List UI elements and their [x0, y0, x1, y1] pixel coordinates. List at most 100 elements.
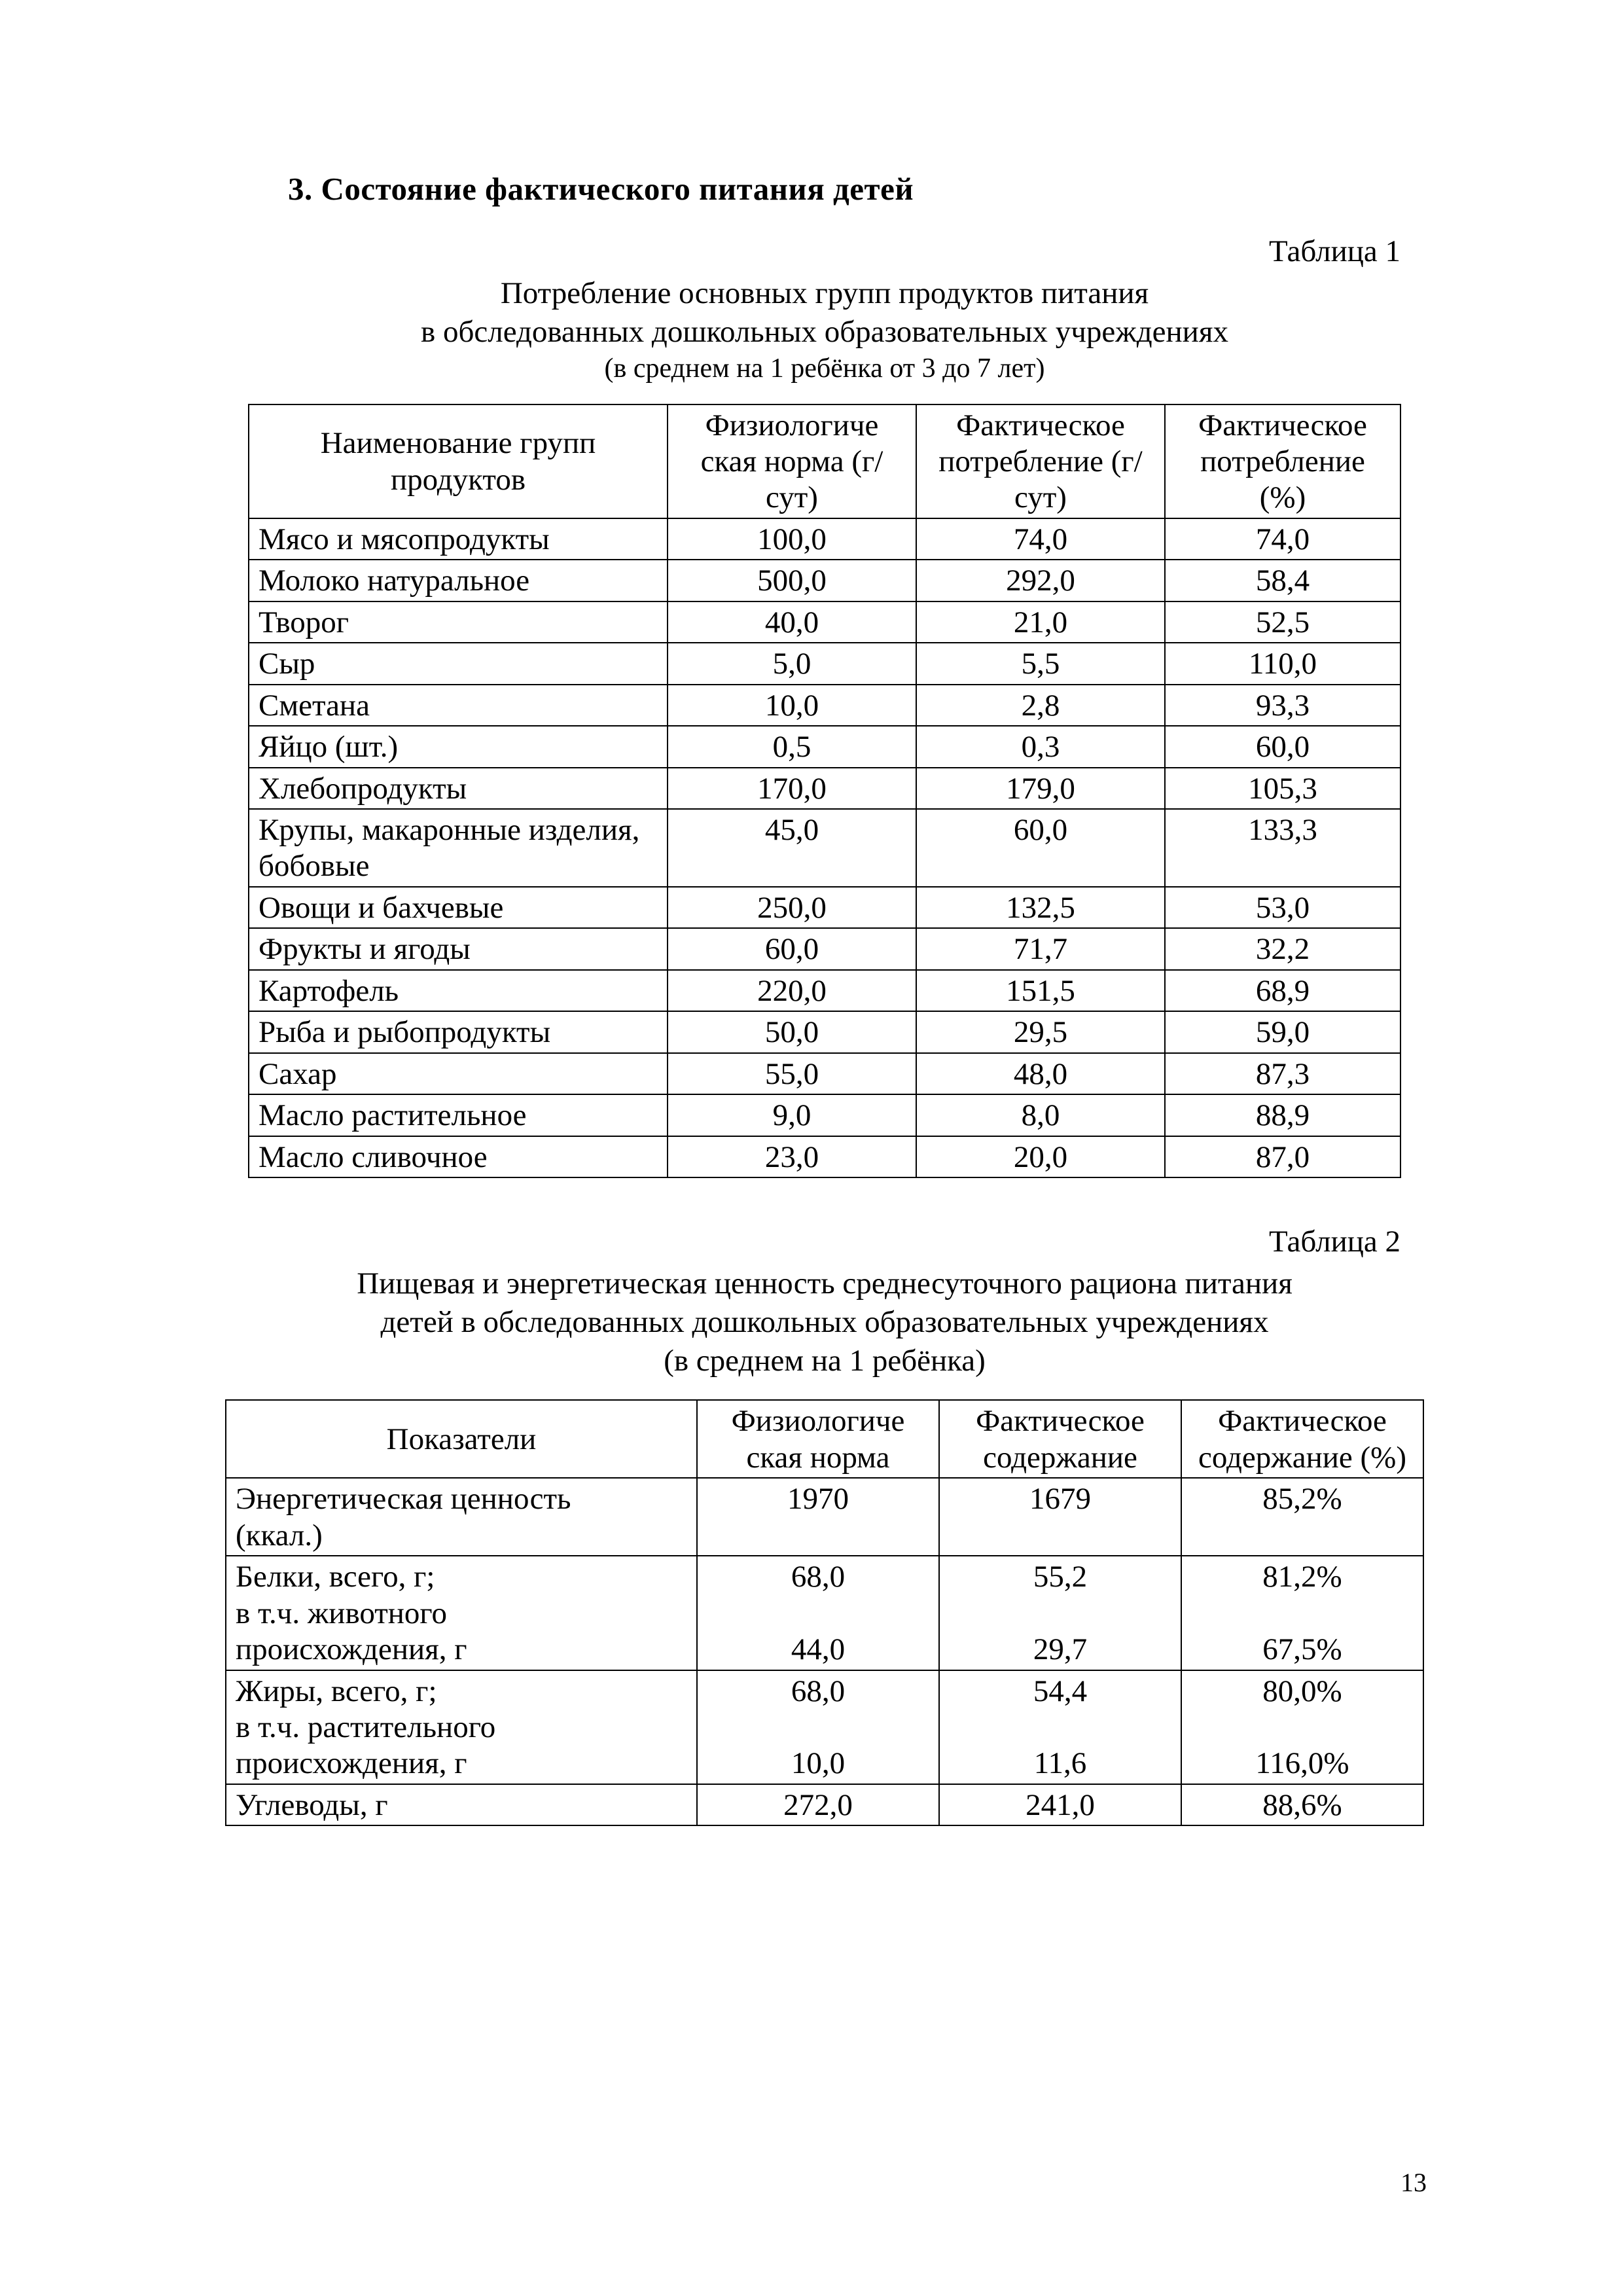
cell-name: Яйцо (шт.): [249, 726, 668, 767]
cell-norm: 250,0: [668, 887, 916, 928]
table-row: Фрукты и ягоды60,071,732,2: [249, 928, 1400, 969]
cell-fact: 55,229,7: [939, 1556, 1181, 1670]
cell-norm: 9,0: [668, 1094, 916, 1136]
table1-title-line1: Потребление основных групп продуктов пит…: [223, 274, 1427, 313]
cell-name: Жиры, всего, г;в т.ч. растительногопроис…: [226, 1670, 697, 1784]
table2-col2: Фактическое содержание: [939, 1400, 1181, 1478]
cell-norm: 23,0: [668, 1136, 916, 1177]
cell-fact: 0,3: [916, 726, 1165, 767]
table-row: Картофель220,0151,568,9: [249, 970, 1400, 1011]
cell-name: Сахар: [249, 1053, 668, 1094]
cell-fact: 151,5: [916, 970, 1165, 1011]
cell-name: Белки, всего, г;в т.ч. животногопроисхож…: [226, 1556, 697, 1670]
table2-col3: Фактическое содержание (%): [1181, 1400, 1423, 1478]
table2-col0: Показатели: [226, 1400, 697, 1478]
cell-name: Крупы, макаронные изделия, бобовые: [249, 809, 668, 887]
table2-title-line2: детей в обследованных дошкольных образов…: [223, 1303, 1427, 1342]
cell-norm: 500,0: [668, 560, 916, 601]
cell-pct: 58,4: [1165, 560, 1400, 601]
cell-pct: 105,3: [1165, 768, 1400, 809]
cell-norm: 5,0: [668, 643, 916, 684]
cell-pct: 32,2: [1165, 928, 1400, 969]
cell-pct: 59,0: [1165, 1011, 1400, 1052]
cell-norm: 100,0: [668, 518, 916, 560]
table-row: Рыба и рыбопродукты50,029,559,0: [249, 1011, 1400, 1052]
cell-name: Картофель: [249, 970, 668, 1011]
cell-name: Энергетическая ценность(ккал.): [226, 1478, 697, 1556]
cell-pct: 85,2%: [1181, 1478, 1423, 1556]
table-row: Овощи и бахчевые250,0132,553,0: [249, 887, 1400, 928]
cell-name: Сметана: [249, 685, 668, 726]
table-row: Яйцо (шт.)0,50,360,0: [249, 726, 1400, 767]
cell-norm: 55,0: [668, 1053, 916, 1094]
table1-col0: Наименование групп продуктов: [249, 404, 668, 518]
cell-norm: 45,0: [668, 809, 916, 887]
table1-label: Таблица 1: [223, 234, 1400, 269]
cell-norm: 10,0: [668, 685, 916, 726]
cell-norm: 170,0: [668, 768, 916, 809]
table-row: Белки, всего, г;в т.ч. животногопроисхож…: [226, 1556, 1423, 1670]
cell-fact: 29,5: [916, 1011, 1165, 1052]
cell-norm: 0,5: [668, 726, 916, 767]
table2-header-row: Показатели Физиологиче ская норма Фактич…: [226, 1400, 1423, 1478]
table-row: Масло сливочное23,020,087,0: [249, 1136, 1400, 1177]
cell-pct: 88,6%: [1181, 1784, 1423, 1825]
table-row: Крупы, макаронные изделия, бобовые45,060…: [249, 809, 1400, 887]
cell-pct: 52,5: [1165, 601, 1400, 643]
table2-col1: Физиологиче ская норма: [697, 1400, 939, 1478]
page: 3. Состояние фактического питания детей …: [0, 0, 1623, 2296]
cell-norm: 68,010,0: [697, 1670, 939, 1784]
cell-fact: 71,7: [916, 928, 1165, 969]
table-row: Масло растительное9,08,088,9: [249, 1094, 1400, 1136]
table-row: Хлебопродукты170,0179,0105,3: [249, 768, 1400, 809]
cell-name: Рыба и рыбопродукты: [249, 1011, 668, 1052]
table1-col1: Физиологиче ская норма (г/сут): [668, 404, 916, 518]
table1-title-line2: в обследованных дошкольных образовательн…: [223, 313, 1427, 351]
page-number: 13: [1400, 2167, 1427, 2198]
cell-fact: 292,0: [916, 560, 1165, 601]
cell-fact: 2,8: [916, 685, 1165, 726]
table-row: Мясо и мясопродукты100,074,074,0: [249, 518, 1400, 560]
cell-norm: 50,0: [668, 1011, 916, 1052]
table-row: Углеводы, г272,0241,088,6%: [226, 1784, 1423, 1825]
cell-norm: 272,0: [697, 1784, 939, 1825]
cell-pct: 133,3: [1165, 809, 1400, 887]
cell-fact: 20,0: [916, 1136, 1165, 1177]
cell-pct: 88,9: [1165, 1094, 1400, 1136]
table2-title-line1: Пищевая и энергетическая ценность средне…: [223, 1265, 1427, 1303]
cell-pct: 87,3: [1165, 1053, 1400, 1094]
table-row: Сметана10,02,893,3: [249, 685, 1400, 726]
cell-pct: 74,0: [1165, 518, 1400, 560]
table-row: Сыр5,05,5110,0: [249, 643, 1400, 684]
cell-name: Молоко натуральное: [249, 560, 668, 601]
cell-name: Масло сливочное: [249, 1136, 668, 1177]
table1: Наименование групп продуктов Физиологиче…: [248, 404, 1401, 1179]
cell-fact: 5,5: [916, 643, 1165, 684]
cell-pct: 93,3: [1165, 685, 1400, 726]
cell-fact: 48,0: [916, 1053, 1165, 1094]
table1-col3: Фактическое потребление (%): [1165, 404, 1400, 518]
cell-fact: 21,0: [916, 601, 1165, 643]
cell-pct: 60,0: [1165, 726, 1400, 767]
cell-pct: 87,0: [1165, 1136, 1400, 1177]
cell-pct: 53,0: [1165, 887, 1400, 928]
cell-pct: 81,2%67,5%: [1181, 1556, 1423, 1670]
cell-fact: 1679: [939, 1478, 1181, 1556]
cell-norm: 220,0: [668, 970, 916, 1011]
table2-subtitle: (в среднем на 1 ребёнка): [223, 1342, 1427, 1380]
cell-fact: 54,411,6: [939, 1670, 1181, 1784]
cell-fact: 8,0: [916, 1094, 1165, 1136]
table-row: Энергетическая ценность(ккал.)1970167985…: [226, 1478, 1423, 1556]
table2: Показатели Физиологиче ская норма Фактич…: [225, 1399, 1424, 1826]
cell-name: Углеводы, г: [226, 1784, 697, 1825]
cell-fact: 74,0: [916, 518, 1165, 560]
table1-header-row: Наименование групп продуктов Физиологиче…: [249, 404, 1400, 518]
cell-name: Творог: [249, 601, 668, 643]
section-heading: 3. Состояние фактического питания детей: [288, 170, 1427, 207]
cell-name: Мясо и мясопродукты: [249, 518, 668, 560]
cell-pct: 110,0: [1165, 643, 1400, 684]
table1-col2: Фактическое потребление (г/сут): [916, 404, 1165, 518]
table-row: Жиры, всего, г;в т.ч. растительногопроис…: [226, 1670, 1423, 1784]
cell-name: Сыр: [249, 643, 668, 684]
cell-fact: 132,5: [916, 887, 1165, 928]
